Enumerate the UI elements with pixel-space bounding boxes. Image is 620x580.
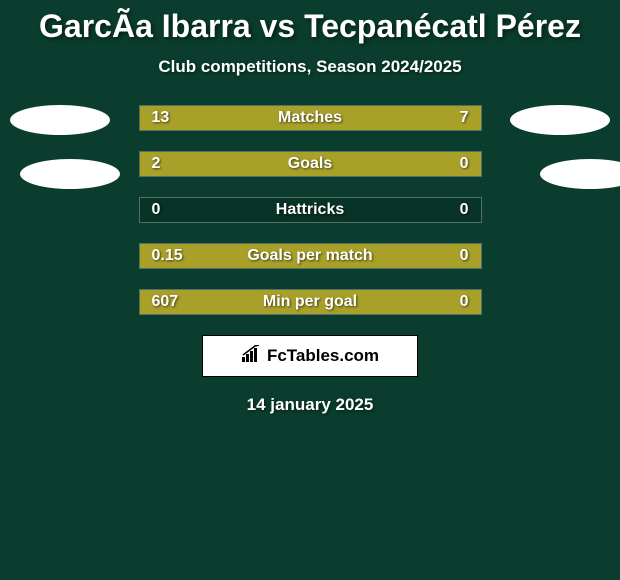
stat-name: Min per goal xyxy=(263,293,357,311)
comparison-subtitle: Club competitions, Season 2024/2025 xyxy=(0,57,620,77)
stat-right-value: 0 xyxy=(460,155,469,173)
player-left-avatar-1 xyxy=(10,105,110,135)
stat-row-goals-per-match: 0.15 Goals per match 0 xyxy=(139,243,482,269)
stat-left-value: 0 xyxy=(152,201,161,219)
stat-name: Goals xyxy=(288,155,332,173)
stat-name: Hattricks xyxy=(276,201,344,219)
bar-right xyxy=(402,152,480,176)
stat-row-goals: 2 Goals 0 xyxy=(139,151,482,177)
player-right-avatar-1 xyxy=(510,105,610,135)
stat-left-value: 607 xyxy=(152,293,179,311)
stat-left-value: 0.15 xyxy=(152,247,183,265)
stat-row-matches: 13 Matches 7 xyxy=(139,105,482,131)
stat-row-min-per-goal: 607 Min per goal 0 xyxy=(139,289,482,315)
player-right-avatar-2 xyxy=(540,159,620,189)
comparison-title: GarcÃ­a Ibarra vs Tecpanécatl Pérez xyxy=(0,8,620,45)
stat-right-value: 0 xyxy=(460,201,469,219)
date-line: 14 january 2025 xyxy=(0,395,620,415)
stat-name: Goals per match xyxy=(247,247,372,265)
stat-left-value: 13 xyxy=(152,109,170,127)
stat-right-value: 7 xyxy=(460,109,469,127)
watermark-text: FcTables.com xyxy=(267,346,379,366)
stat-left-value: 2 xyxy=(152,155,161,173)
stat-name: Matches xyxy=(278,109,342,127)
bar-left xyxy=(140,152,403,176)
stat-right-value: 0 xyxy=(460,247,469,265)
watermark-box: FcTables.com xyxy=(202,335,418,377)
stat-row-hattricks: 0 Hattricks 0 xyxy=(139,197,482,223)
player-left-avatar-2 xyxy=(20,159,120,189)
chart-icon xyxy=(241,345,263,368)
bars-container: 13 Matches 7 2 Goals 0 0 Hattricks 0 xyxy=(139,105,482,315)
stat-right-value: 0 xyxy=(460,293,469,311)
stats-area: 13 Matches 7 2 Goals 0 0 Hattricks 0 xyxy=(0,105,620,315)
